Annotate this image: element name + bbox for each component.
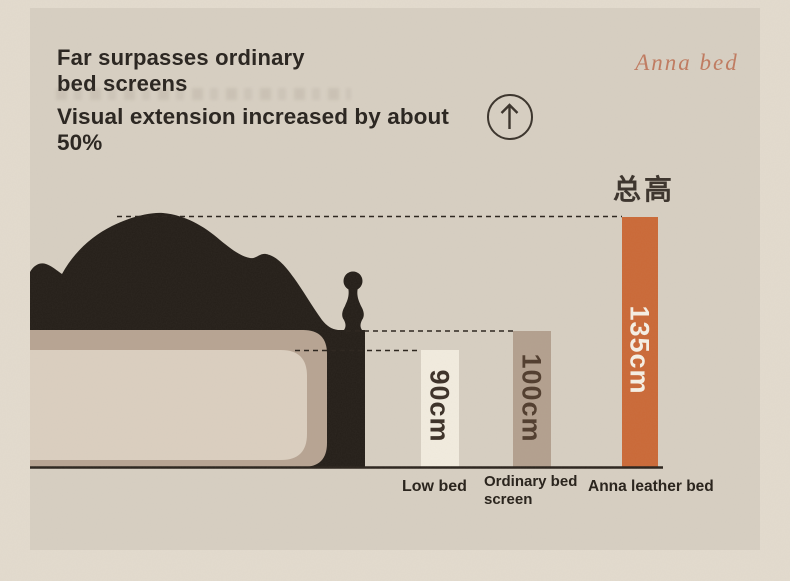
bar-value-100cm: 100cm [517, 353, 547, 442]
faded-watermark-strip [56, 88, 351, 100]
bar-value-135cm: 135cm [625, 305, 655, 394]
category-label-low-bed: Low bed [402, 478, 467, 495]
category-label-anna-leather-bed: Anna leather bed [588, 478, 714, 495]
finial-neck [342, 287, 364, 330]
total-height-label: 总高 [613, 174, 675, 205]
up-arrow-circle-icon [487, 94, 533, 140]
subheadline: Visual extension increased by about 50% [57, 104, 449, 155]
mattress-inner [30, 350, 307, 460]
category-label-ordinary-bed-screen: Ordinary bed screen [484, 473, 578, 508]
brand-logo: Anna bed [635, 50, 739, 75]
up-arrow-glyph [500, 103, 519, 129]
bar-value-90cm: 90cm [425, 369, 455, 442]
